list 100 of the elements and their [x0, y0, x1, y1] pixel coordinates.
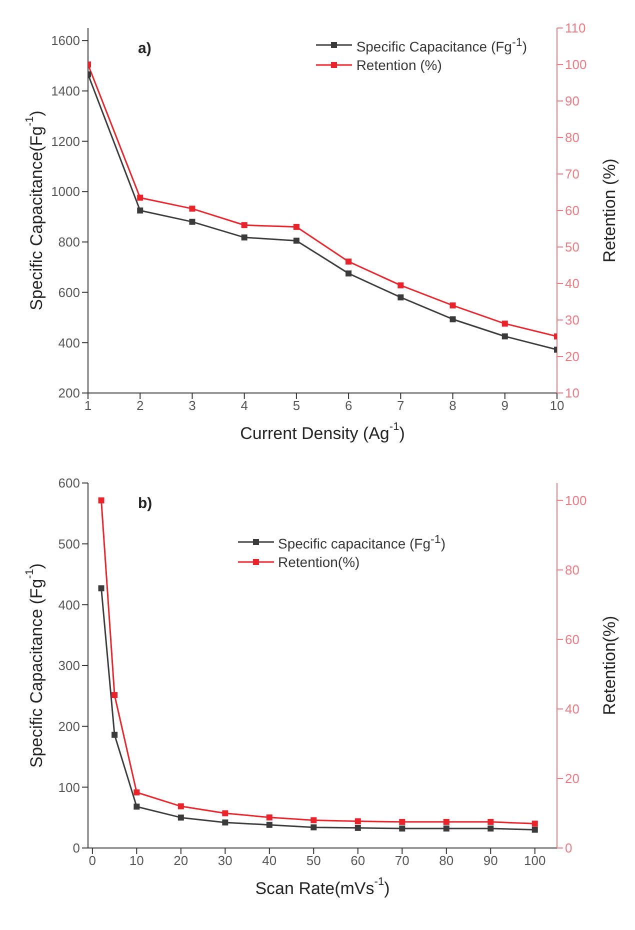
point	[266, 814, 272, 820]
x-axis-title: Scan Rate(mVs$^{-1}$)	[255, 876, 390, 898]
point	[137, 194, 144, 201]
point	[293, 238, 300, 244]
point	[443, 826, 450, 832]
point	[98, 497, 104, 504]
point	[398, 294, 404, 300]
y-tick-label: 100	[58, 780, 80, 795]
point	[502, 333, 508, 340]
y2-tick-label: 20	[565, 771, 580, 786]
y2-tick-label: 100	[565, 57, 587, 72]
y-tick-label: 300	[58, 658, 80, 674]
point	[178, 814, 184, 821]
x-tick-label: 8	[449, 398, 456, 414]
y2-tick-label: 110	[565, 20, 586, 36]
y-tick-label: 400	[58, 597, 80, 612]
point	[346, 258, 352, 265]
y2-tick-label: 90	[565, 94, 580, 109]
y-tick-label: 800	[58, 234, 80, 250]
x-tick-label: 40	[262, 853, 277, 868]
legend-label: Retention (%)	[356, 56, 442, 73]
y-tick-label: 1400	[51, 84, 80, 99]
point	[450, 302, 456, 308]
point	[346, 270, 352, 276]
x-axis-title: Current Density (Ag$^{-1}$)	[240, 421, 405, 442]
point	[488, 818, 494, 825]
point	[98, 585, 104, 592]
point	[450, 316, 456, 322]
point	[443, 818, 450, 825]
x-tick-label: 10	[129, 853, 144, 868]
y-tick-label: 200	[58, 386, 80, 401]
legend-label: Specific capacitance (Fg$^{-1}$)	[278, 533, 446, 552]
point	[502, 320, 508, 327]
x-tick-label: 20	[174, 853, 188, 868]
legend-label: Specific Capacitance (Fg$^{-1}$)	[356, 36, 527, 55]
y2-tick-label: 40	[565, 276, 580, 292]
x-tick-label: 7	[397, 398, 404, 414]
point	[178, 803, 184, 810]
annotation: b)	[138, 495, 152, 512]
point	[354, 824, 361, 831]
y2-tick-label: 80	[565, 562, 580, 578]
point	[354, 818, 361, 824]
x-tick-label: 60	[350, 853, 366, 868]
point	[137, 208, 144, 214]
y-tick-label: 1000	[51, 184, 80, 200]
point	[222, 819, 228, 826]
y2-axis-title: Retention (%)	[600, 158, 618, 262]
y-tick-label: 600	[58, 476, 80, 491]
point	[222, 810, 228, 816]
point	[189, 206, 196, 212]
x-tick-label: 1	[84, 398, 92, 414]
point	[189, 218, 196, 225]
point	[266, 822, 272, 828]
point	[399, 818, 406, 825]
x-tick-label: 30	[218, 853, 232, 868]
x-tick-label: 50	[306, 853, 321, 868]
point	[241, 234, 248, 240]
point	[399, 826, 406, 832]
y-tick-label: 1600	[51, 33, 80, 48]
point	[112, 732, 118, 738]
y-tick-label: 400	[58, 335, 80, 350]
point	[310, 824, 317, 830]
x-tick-label: 4	[240, 398, 248, 414]
y2-tick-label: 60	[565, 203, 580, 218]
x-tick-label: 5	[292, 398, 300, 414]
point	[488, 826, 494, 832]
x-tick-label: 3	[188, 398, 196, 414]
x-tick-label: 100	[524, 853, 546, 868]
point	[532, 820, 538, 827]
point	[134, 804, 140, 810]
y-tick-label: 1200	[51, 134, 80, 149]
x-tick-label: 6	[344, 398, 352, 414]
y2-tick-label: 80	[565, 130, 580, 146]
y-tick-label: 600	[58, 284, 80, 300]
y2-tick-label: 20	[565, 349, 580, 364]
point	[310, 817, 317, 824]
y-tick-label: 500	[58, 536, 80, 552]
y-tick-label: 200	[58, 718, 80, 734]
y2-tick-label: 60	[565, 632, 580, 648]
x-tick-label: 80	[439, 853, 454, 868]
point	[134, 789, 140, 796]
x-tick-label: 10	[550, 398, 564, 414]
point	[293, 224, 300, 230]
x-tick-label: 2	[136, 398, 144, 414]
x-tick-label: 9	[501, 398, 509, 414]
y2-tick-label: 30	[565, 312, 580, 328]
x-tick-label: 90	[483, 853, 498, 868]
y2-tick-label: 10	[565, 386, 580, 401]
y-tick-label: 0	[72, 840, 80, 856]
point	[112, 692, 118, 698]
y2-tick-label: 100	[565, 492, 587, 508]
y2-axis-title: Retention(%)	[600, 616, 618, 716]
x-tick-label: 0	[88, 853, 96, 868]
y2-tick-label: 70	[565, 166, 580, 182]
point	[398, 282, 404, 288]
annotation: a)	[138, 40, 152, 57]
y2-tick-label: 40	[565, 702, 580, 717]
y2-tick-label: 0	[565, 840, 572, 856]
legend-label: Retention(%)	[278, 554, 360, 570]
point	[532, 826, 538, 833]
